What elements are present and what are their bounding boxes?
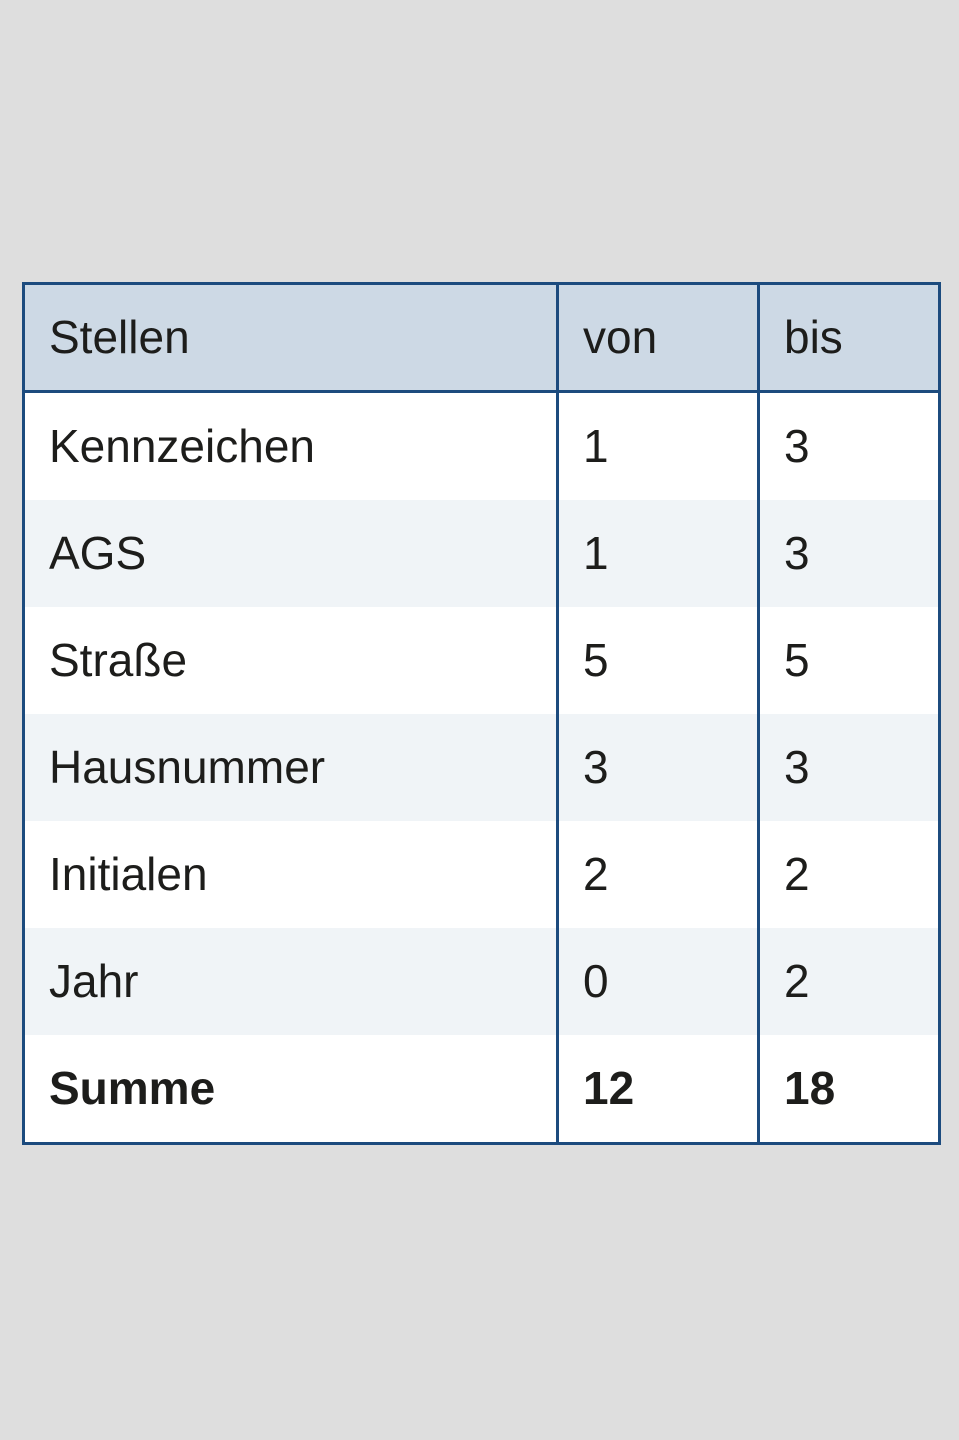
row-label: Summe [23, 1035, 558, 1144]
row-label: Jahr [23, 928, 558, 1035]
row-von-value: 5 [556, 607, 759, 714]
row-von-value: 1 [556, 391, 759, 500]
row-bis-value: 3 [757, 500, 940, 607]
row-bis-value: 3 [757, 391, 940, 500]
row-label: Straße [23, 607, 558, 714]
column-header-stellen: Stellen [23, 283, 558, 393]
row-von-value: 12 [556, 1035, 759, 1144]
row-bis-value: 18 [757, 1035, 940, 1144]
row-label: AGS [23, 500, 558, 607]
table-row-kennzeichen: Kennzeichen 1 3 [23, 391, 940, 500]
row-von-value: 2 [556, 821, 759, 928]
row-von-value: 0 [556, 928, 759, 1035]
row-label: Hausnummer [23, 714, 558, 821]
column-header-bis: bis [757, 283, 940, 393]
column-header-von: von [556, 283, 759, 393]
table-row-summe: Summe 12 18 [23, 1035, 940, 1144]
table-row-hausnummer: Hausnummer 3 3 [23, 714, 940, 821]
row-von-value: 1 [556, 500, 759, 607]
row-label: Initialen [23, 821, 558, 928]
stellen-table: Stellen von bis Kennzeichen 1 3 AGS 1 3 … [22, 282, 941, 1145]
row-label: Kennzeichen [23, 391, 558, 500]
table-row-initialen: Initialen 2 2 [23, 821, 940, 928]
row-bis-value: 3 [757, 714, 940, 821]
row-bis-value: 5 [757, 607, 940, 714]
row-bis-value: 2 [757, 928, 940, 1035]
table-row-ags: AGS 1 3 [23, 500, 940, 607]
table-row-jahr: Jahr 0 2 [23, 928, 940, 1035]
table-row-strasse: Straße 5 5 [23, 607, 940, 714]
row-von-value: 3 [556, 714, 759, 821]
row-bis-value: 2 [757, 821, 940, 928]
table-header-row: Stellen von bis [23, 283, 940, 393]
